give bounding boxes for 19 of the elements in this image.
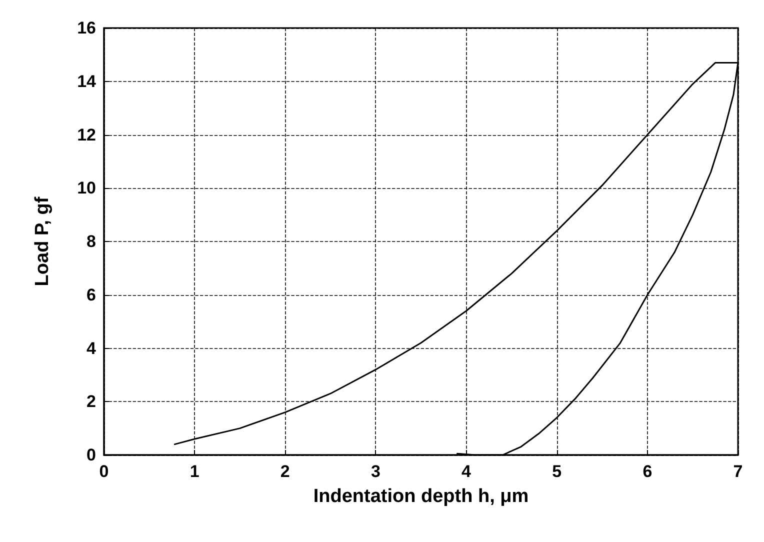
y-tick-label: 12 xyxy=(77,125,96,144)
y-tick-label: 14 xyxy=(77,72,97,91)
x-tick-label: 5 xyxy=(552,462,562,481)
y-tick-label: 0 xyxy=(86,446,96,464)
x-axis-title: Indentation depth h, μm xyxy=(313,486,529,507)
y-tick-label: 10 xyxy=(77,178,96,198)
x-tick-label: 2 xyxy=(280,462,290,481)
x-tick-label: 0 xyxy=(99,462,109,481)
y-axis-title: Load P, gf xyxy=(32,196,53,286)
x-tick-label: 1 xyxy=(190,462,200,481)
y-tick-label: 4 xyxy=(86,338,97,358)
y-tick-label: 6 xyxy=(86,285,96,304)
x-tick-label: 6 xyxy=(642,462,652,481)
y-tick-label: 16 xyxy=(77,18,96,38)
y-tick-label: 8 xyxy=(86,232,96,251)
y-tick-label: 2 xyxy=(86,392,96,412)
x-tick-label: 4 xyxy=(462,462,472,481)
x-tick-label: 7 xyxy=(733,462,743,481)
x-tick-label: 3 xyxy=(370,462,380,481)
